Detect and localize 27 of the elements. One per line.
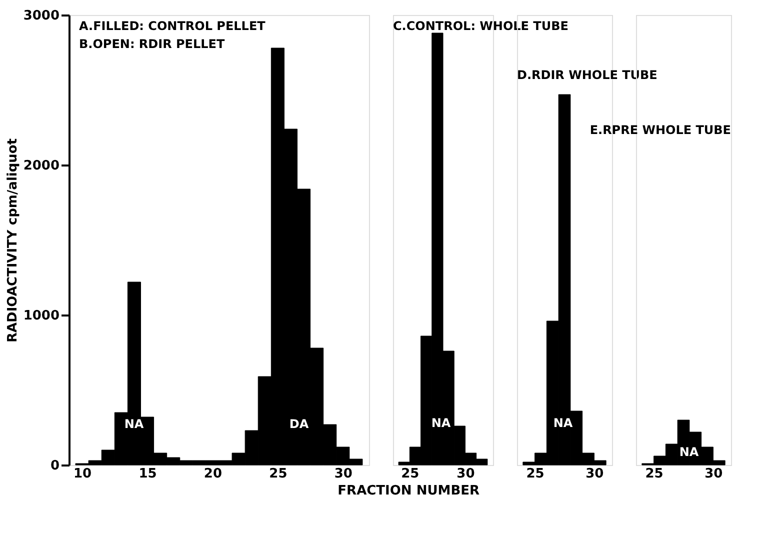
x-tick-label: 30 xyxy=(334,466,352,482)
annotation: NA xyxy=(124,417,144,431)
annotation: B.OPEN: RDIR PELLET xyxy=(79,37,226,51)
annotation: C.CONTROL: WHOLE TUBE xyxy=(393,19,568,33)
y-tick-label: 2000 xyxy=(23,158,60,174)
x-tick-label: 10 xyxy=(73,466,92,482)
x-tick-label: 20 xyxy=(204,466,222,482)
annotation: NA xyxy=(553,416,574,430)
annotation: DA xyxy=(289,417,310,431)
x-tick-label: 25 xyxy=(645,466,664,482)
y-tick-label: 0 xyxy=(50,458,60,474)
annotation: A.FILLED: CONTROL PELLET xyxy=(79,19,266,33)
x-tick-label: 25 xyxy=(526,466,544,482)
y-axis-title: RADIOACTIVITY cpm/aliquot xyxy=(5,138,20,343)
annotation: NA xyxy=(431,416,452,430)
x-tick-label: 25 xyxy=(269,466,288,482)
y-tick-label: 1000 xyxy=(23,308,60,324)
x-tick-label: 25 xyxy=(401,466,420,482)
annotation: D.RDIR WHOLE TUBE xyxy=(517,68,658,82)
x-tick-label: 30 xyxy=(586,466,604,482)
x-axis-title: FRACTION NUMBER xyxy=(338,484,480,498)
x-tick-label: 15 xyxy=(138,466,157,482)
x-tick-label: 30 xyxy=(456,466,475,482)
annotation: E.RPRE WHOLE TUBE xyxy=(590,123,731,137)
x-tick-label: 30 xyxy=(704,466,723,482)
y-tick-label: 3000 xyxy=(23,8,60,24)
annotation: NA xyxy=(679,445,700,459)
